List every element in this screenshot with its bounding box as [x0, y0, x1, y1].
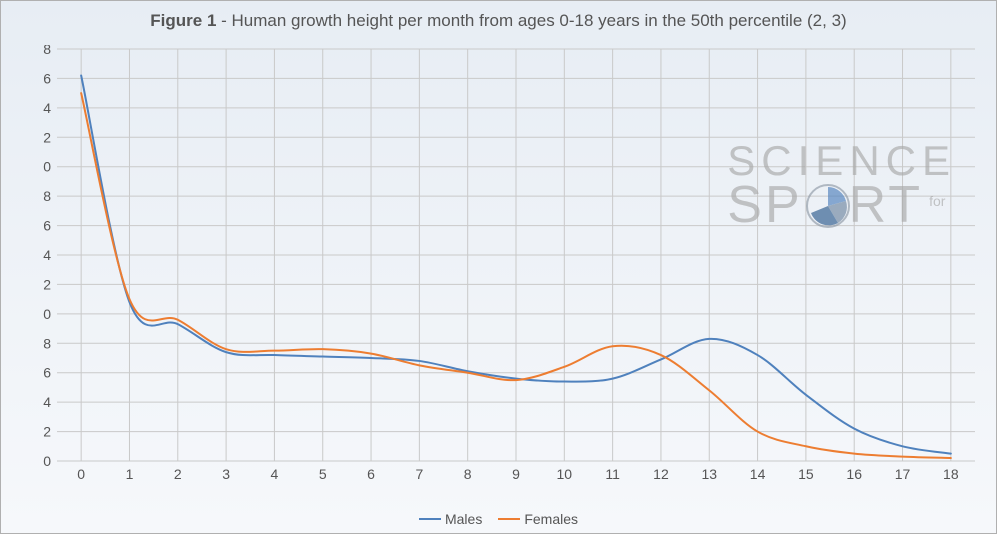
- x-tick-label: 18: [943, 466, 959, 482]
- x-tick-label: 0: [77, 466, 85, 482]
- chart-plot: 0246810121416182022242628012345678910111…: [43, 45, 981, 485]
- legend-item-females: Females: [498, 511, 578, 527]
- x-tick-label: 11: [605, 466, 620, 482]
- y-tick-label: 8: [43, 335, 51, 351]
- legend-swatch: [498, 518, 520, 520]
- y-tick-label: 0: [43, 453, 51, 469]
- y-tick-label: 14: [43, 247, 51, 263]
- x-tick-label: 9: [512, 466, 520, 482]
- legend-label: Males: [445, 511, 482, 527]
- chart-legend: Males Females: [1, 507, 996, 527]
- x-tick-label: 16: [846, 466, 862, 482]
- legend-swatch: [419, 518, 441, 520]
- y-tick-label: 24: [43, 100, 51, 116]
- legend-label: Females: [524, 511, 578, 527]
- chart-title-bold: Figure 1: [150, 11, 216, 30]
- legend-item-males: Males: [419, 511, 482, 527]
- x-tick-label: 13: [701, 466, 717, 482]
- chart-title: Figure 1 - Human growth height per month…: [1, 11, 996, 31]
- x-tick-label: 4: [271, 466, 279, 482]
- y-tick-label: 4: [43, 394, 51, 410]
- x-tick-label: 12: [653, 466, 669, 482]
- x-tick-label: 5: [319, 466, 327, 482]
- chart-container: Figure 1 - Human growth height per month…: [0, 0, 997, 534]
- x-tick-label: 10: [557, 466, 573, 482]
- x-tick-label: 8: [464, 466, 472, 482]
- x-tick-label: 17: [895, 466, 911, 482]
- y-tick-label: 26: [43, 70, 51, 86]
- x-tick-label: 14: [750, 466, 766, 482]
- y-tick-label: 10: [43, 306, 51, 322]
- y-tick-label: 18: [43, 188, 51, 204]
- y-tick-label: 20: [43, 159, 51, 175]
- y-tick-label: 16: [43, 218, 51, 234]
- y-tick-label: 22: [43, 129, 51, 145]
- x-tick-label: 6: [367, 466, 375, 482]
- x-tick-label: 3: [222, 466, 230, 482]
- chart-title-rest: - Human growth height per month from age…: [216, 11, 846, 30]
- x-tick-label: 7: [415, 466, 423, 482]
- x-tick-label: 1: [126, 466, 134, 482]
- y-tick-label: 28: [43, 45, 51, 57]
- y-tick-label: 6: [43, 365, 51, 381]
- y-tick-label: 2: [43, 424, 51, 440]
- y-tick-label: 12: [43, 276, 51, 292]
- x-tick-label: 2: [174, 466, 182, 482]
- x-tick-label: 15: [798, 466, 814, 482]
